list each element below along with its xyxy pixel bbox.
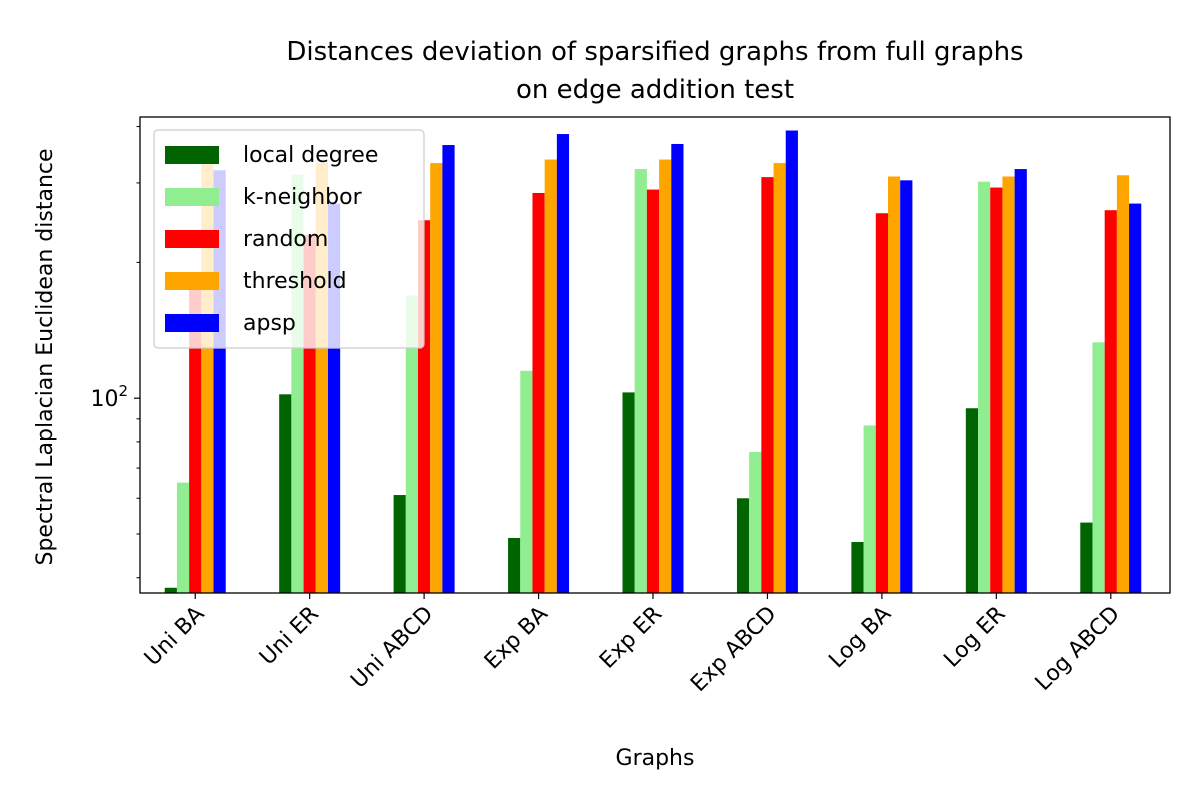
x-tick-label: Exp BA bbox=[480, 602, 553, 675]
bar bbox=[556, 134, 570, 594]
legend-label: threshold bbox=[243, 269, 347, 294]
bar-group bbox=[965, 169, 1027, 594]
bar bbox=[851, 542, 864, 593]
x-axis-label: Graphs bbox=[616, 746, 695, 771]
bar bbox=[176, 482, 190, 593]
bar bbox=[887, 176, 901, 593]
bar bbox=[875, 213, 888, 594]
bar-group bbox=[622, 143, 684, 593]
x-tick-label: Uni BA bbox=[140, 602, 210, 672]
legend-swatch bbox=[165, 230, 219, 248]
x-axis: Uni BA Uni ER Uni ABCD Exp BA Exp ER Exp ABCD… bbox=[140, 593, 1125, 697]
bar-group bbox=[851, 176, 913, 594]
legend-swatch bbox=[165, 146, 219, 164]
bar bbox=[189, 284, 202, 593]
x-tick-label: Log ER bbox=[939, 602, 1010, 673]
bar bbox=[990, 187, 1003, 594]
y-tick-label: 102 bbox=[90, 382, 128, 412]
bar bbox=[622, 392, 635, 593]
bar bbox=[405, 295, 419, 593]
bar-group bbox=[1080, 175, 1142, 594]
x-tick-label: Log BA bbox=[824, 602, 896, 674]
bar bbox=[532, 192, 545, 594]
bar bbox=[1002, 176, 1015, 593]
legend-swatch bbox=[165, 188, 219, 206]
bar bbox=[164, 587, 177, 593]
bar bbox=[442, 145, 455, 594]
y-axis-label: Spectral Laplacian Euclidean distance bbox=[33, 148, 58, 565]
bar bbox=[863, 425, 876, 593]
bar bbox=[1092, 342, 1105, 593]
bar-group bbox=[393, 145, 455, 594]
bar bbox=[736, 498, 750, 593]
y-axis: 102 bbox=[90, 126, 140, 579]
bar bbox=[1104, 210, 1117, 593]
bar bbox=[544, 159, 557, 593]
bar bbox=[749, 451, 762, 593]
bar bbox=[1116, 175, 1130, 594]
bar bbox=[393, 495, 406, 593]
bar bbox=[900, 180, 913, 593]
bar bbox=[279, 394, 292, 593]
bar bbox=[508, 537, 521, 593]
bar bbox=[430, 163, 443, 593]
chart-title-line-2: on edge addition test bbox=[516, 75, 794, 105]
x-tick-label: Uni ABCD bbox=[346, 602, 438, 694]
bar bbox=[978, 181, 991, 593]
legend-label: apsp bbox=[243, 311, 296, 336]
legend-label: k-neighbor bbox=[243, 185, 363, 210]
bar bbox=[761, 177, 774, 593]
bar-group bbox=[508, 134, 570, 594]
bar bbox=[965, 408, 979, 593]
legend-swatch bbox=[165, 272, 219, 290]
x-tick-label: Exp ABCD bbox=[686, 602, 781, 697]
bar bbox=[671, 143, 684, 593]
chart-title-line-1: Distances deviation of sparsified graphs… bbox=[286, 37, 1023, 67]
legend-label: local degree bbox=[243, 143, 378, 168]
legend-frame bbox=[153, 129, 425, 349]
bar bbox=[520, 370, 533, 593]
bar bbox=[773, 163, 786, 593]
bar bbox=[1129, 203, 1142, 593]
bar bbox=[1014, 169, 1027, 593]
legend: local degree k-neighbor random threshold aps… bbox=[153, 129, 425, 349]
bar bbox=[1080, 522, 1093, 593]
plot-frame bbox=[139, 116, 1171, 594]
bar bbox=[659, 159, 672, 593]
bar bbox=[785, 130, 798, 593]
legend-swatch bbox=[165, 314, 219, 332]
x-tick-label: Log ABCD bbox=[1031, 602, 1125, 696]
x-tick-label: Uni ER bbox=[255, 602, 324, 671]
bar bbox=[634, 169, 647, 593]
bar bbox=[646, 189, 660, 593]
legend-label: random bbox=[243, 227, 328, 252]
x-tick-label: Exp ER bbox=[595, 602, 667, 674]
bar-group bbox=[736, 130, 798, 593]
